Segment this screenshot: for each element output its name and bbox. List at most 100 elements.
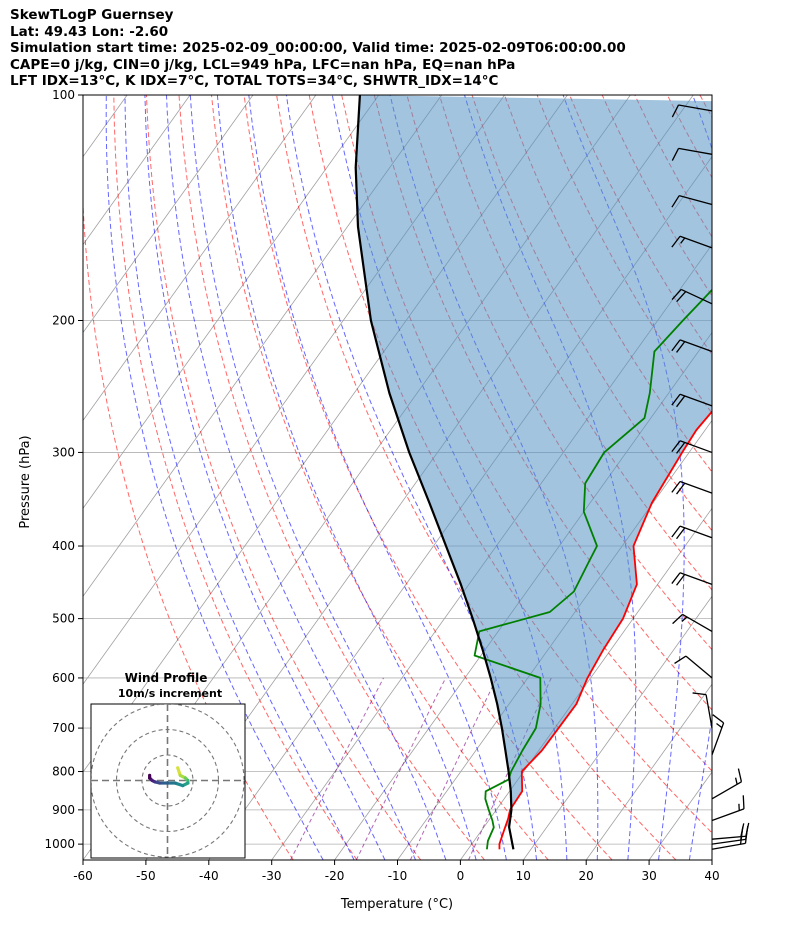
isotherm-line bbox=[522, 595, 712, 860]
barb-staff bbox=[679, 480, 713, 494]
hodograph-content bbox=[91, 704, 245, 858]
dry-adiabat-line bbox=[243, 95, 613, 860]
barb-feather bbox=[742, 795, 745, 809]
barb-feather bbox=[676, 442, 686, 454]
x-tick-label: 10 bbox=[516, 869, 531, 883]
isotherm-line bbox=[83, 95, 442, 597]
barb-feather bbox=[671, 195, 680, 208]
dry-adiabat-line bbox=[211, 95, 549, 860]
barb-half-feather bbox=[681, 616, 688, 622]
isotherm-line bbox=[0, 95, 1, 860]
y-tick-label: 1000 bbox=[44, 837, 75, 851]
barb-staff bbox=[711, 842, 746, 850]
barb-staff bbox=[679, 572, 713, 585]
dry-adiabat-line bbox=[113, 95, 358, 860]
y-tick-label: 800 bbox=[52, 765, 75, 779]
time-text: Simulation start time: 2025-02-09_00:00:… bbox=[10, 40, 626, 56]
barb-staff bbox=[679, 235, 713, 249]
barb-feather bbox=[676, 395, 686, 408]
barb-feather bbox=[676, 341, 686, 353]
indices-text-2: LFT IDX=13°C, K IDX=7°C, TOTAL TOTS=34°C… bbox=[10, 73, 499, 89]
x-tick-label: -60 bbox=[73, 869, 93, 883]
indices-text-1: CAPE=0 j/kg, CIN=0 j/kg, LCL=949 hPa, LF… bbox=[10, 56, 516, 73]
wind-barb bbox=[711, 714, 725, 756]
axis-ticks: -60 -50 -40 -30 -20 -10 0 10 20 30 40 100 200 300 400 5… bbox=[44, 88, 719, 883]
x-tick-label: 40 bbox=[704, 869, 719, 883]
barb-feather bbox=[672, 613, 683, 625]
barb-half-feather bbox=[734, 777, 738, 785]
mixing-ratio-line bbox=[409, 677, 498, 860]
wind-barb bbox=[672, 613, 713, 632]
wind-barb bbox=[671, 339, 713, 353]
moist-adiabat-line bbox=[720, 95, 794, 860]
hodograph-ring bbox=[91, 704, 245, 858]
y-tick-label: 300 bbox=[52, 445, 75, 459]
barb-feather bbox=[671, 235, 681, 248]
barb-staff bbox=[685, 655, 713, 679]
wind-barb bbox=[674, 655, 713, 679]
barb-staff bbox=[711, 838, 746, 845]
barb-staff bbox=[711, 835, 746, 840]
barb-feather bbox=[671, 572, 681, 584]
barb-half-feather bbox=[716, 722, 723, 729]
x-tick-label: -20 bbox=[325, 869, 345, 883]
dry-adiabat-line bbox=[178, 95, 485, 860]
y-tick-label: 600 bbox=[52, 671, 75, 685]
mixing-ratio-line bbox=[290, 677, 384, 860]
location-text: Lat: 49.43 Lon: -2.60 bbox=[10, 23, 169, 40]
hodograph-title: Wind Profile bbox=[125, 671, 208, 685]
chart-title: SkewTLogP Guernsey bbox=[10, 7, 174, 23]
wind-barb bbox=[671, 480, 713, 495]
x-axis-label: Temperature (°C) bbox=[340, 897, 453, 912]
hodograph-inset bbox=[90, 703, 246, 859]
x-tick-label: -30 bbox=[262, 869, 282, 883]
x-tick-label: 30 bbox=[641, 869, 656, 883]
wind-barb bbox=[671, 235, 713, 249]
barb-staff bbox=[678, 195, 713, 206]
wind-barb bbox=[671, 572, 713, 586]
barb-staff bbox=[678, 104, 713, 112]
wind-barb bbox=[671, 393, 713, 408]
y-tick-label: 900 bbox=[52, 803, 75, 817]
dry-adiabat-line bbox=[699, 95, 712, 119]
barb-feather bbox=[745, 822, 750, 837]
barb-feather bbox=[676, 291, 687, 303]
barb-feather bbox=[671, 104, 680, 118]
isotherm-line bbox=[711, 859, 712, 860]
wind-barb bbox=[671, 288, 713, 305]
isotherm-line bbox=[83, 95, 191, 246]
dewpoint-line bbox=[473, 288, 712, 850]
isotherm-line bbox=[83, 95, 380, 510]
barb-staff bbox=[711, 808, 745, 822]
barb-feather bbox=[740, 823, 745, 837]
x-tick-label: 20 bbox=[579, 869, 594, 883]
barb-feather bbox=[671, 289, 682, 300]
y-tick-label: 100 bbox=[52, 88, 75, 102]
temperature-line bbox=[498, 410, 712, 850]
barb-feather bbox=[737, 768, 743, 782]
hodograph-subtitle: 10m/s increment bbox=[118, 687, 222, 700]
barb-staff bbox=[679, 440, 713, 454]
y-tick-label: 700 bbox=[52, 721, 75, 735]
wind-barb bbox=[671, 104, 713, 118]
profile-lines bbox=[354, 95, 712, 850]
x-tick-label: -40 bbox=[199, 869, 219, 883]
parcel-line bbox=[354, 95, 515, 850]
cin-fill bbox=[355, 95, 712, 828]
isotherm-line bbox=[83, 95, 317, 422]
chart-header: SkewTLogP Guernsey Lat: 49.43 Lon: -2.60… bbox=[10, 7, 626, 90]
barb-staff bbox=[711, 781, 742, 800]
x-tick-label: -50 bbox=[136, 869, 156, 883]
isotherm-line bbox=[83, 95, 254, 334]
barb-half-feather bbox=[680, 237, 686, 244]
x-tick-label: -10 bbox=[388, 869, 408, 883]
wind-barb bbox=[671, 195, 713, 208]
barb-feather bbox=[671, 440, 681, 453]
dry-adiabat-line bbox=[765, 95, 794, 860]
wind-barb bbox=[671, 440, 713, 454]
y-axis-label: Pressure (hPa) bbox=[18, 435, 33, 528]
moist-adiabat-line bbox=[189, 95, 447, 860]
y-tick-label: 400 bbox=[52, 539, 75, 553]
moist-adiabat-line bbox=[105, 95, 324, 860]
